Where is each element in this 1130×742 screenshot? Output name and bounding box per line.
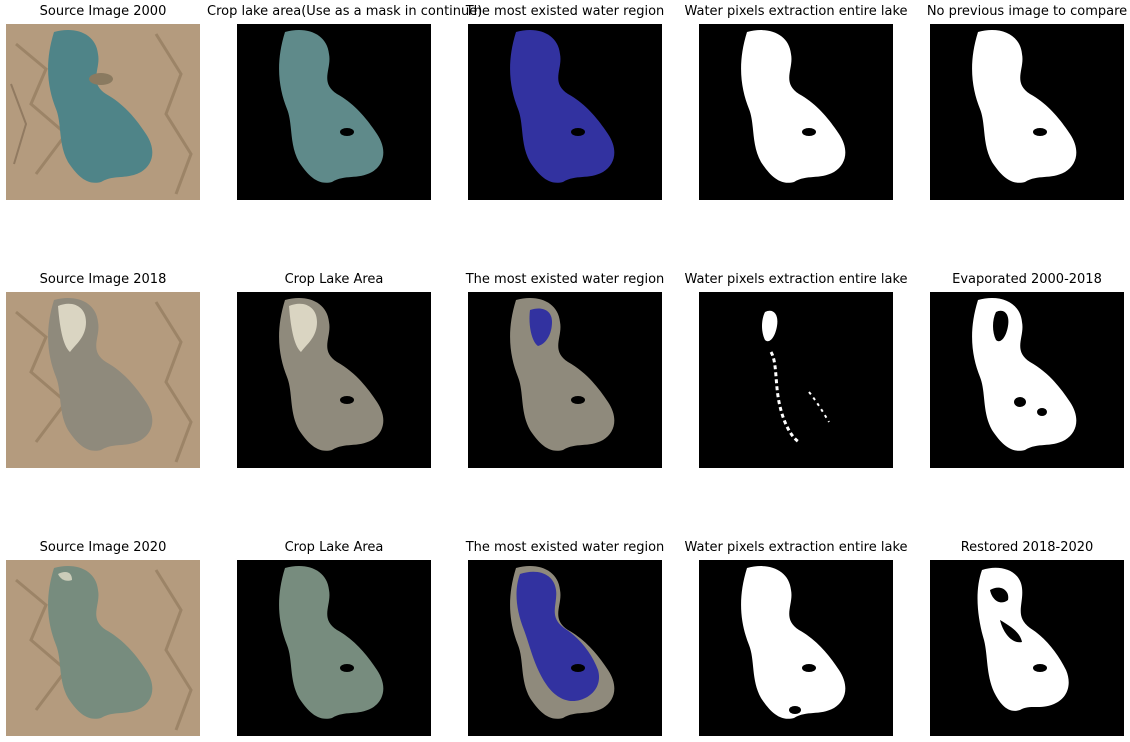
satellite-image [6, 560, 200, 736]
panel-title: The most existed water region [465, 4, 665, 19]
panel-title: The most existed water region [465, 540, 665, 555]
panel-diff-2018: Evaporated 2000-2018 [930, 270, 1124, 470]
panel-water-2000: Water pixels extraction entire lake [684, 2, 908, 202]
panel-region-2018: The most existed water region [466, 270, 664, 470]
cropped-lake-image [237, 560, 431, 736]
panel-title: Crop lake area(Use as a mask in continue… [207, 4, 483, 19]
water-region-image [468, 24, 662, 200]
panel-water-2018: Water pixels extraction entire lake [684, 270, 908, 470]
panel-title: Crop Lake Area [284, 272, 384, 287]
panel-title: No previous image to compare [926, 4, 1128, 19]
panel-source-2000: Source Image 2000 [6, 2, 200, 202]
panel-title: Water pixels extraction entire lake [684, 4, 908, 19]
comparison-mask-image [930, 292, 1124, 468]
panel-title: Source Image 2000 [39, 4, 167, 19]
water-mask-image [699, 292, 893, 468]
panel-title: Crop Lake Area [284, 540, 384, 555]
panel-diff-2020: Restored 2018-2020 [930, 538, 1124, 738]
panel-source-2020: Source Image 2020 [6, 538, 200, 738]
panel-title: The most existed water region [465, 272, 665, 287]
panel-title: Evaporated 2000-2018 [952, 272, 1102, 287]
water-region-image [468, 560, 662, 736]
satellite-image [6, 24, 200, 200]
panel-title: Source Image 2018 [39, 272, 167, 287]
satellite-image [6, 292, 200, 468]
panel-crop-2018: Crop Lake Area [237, 270, 431, 470]
water-region-image [468, 292, 662, 468]
comparison-mask-image [930, 24, 1124, 200]
panel-title: Water pixels extraction entire lake [684, 272, 908, 287]
panel-region-2020: The most existed water region [466, 538, 664, 738]
panel-title: Water pixels extraction entire lake [684, 540, 908, 555]
panel-crop-2020: Crop Lake Area [237, 538, 431, 738]
panel-water-2020: Water pixels extraction entire lake [684, 538, 908, 738]
panel-title: Source Image 2020 [39, 540, 167, 555]
water-mask-image [699, 560, 893, 736]
cropped-lake-image [237, 292, 431, 468]
panel-title: Restored 2018-2020 [960, 540, 1094, 555]
panel-diff-2000: No previous image to compare [927, 2, 1127, 202]
panel-crop-2000: Crop lake area(Use as a mask in continue… [207, 2, 482, 202]
panel-source-2018: Source Image 2018 [6, 270, 200, 470]
cropped-lake-image [237, 24, 431, 200]
water-mask-image [699, 24, 893, 200]
panel-region-2000: The most existed water region [466, 2, 664, 202]
comparison-mask-image [930, 560, 1124, 736]
